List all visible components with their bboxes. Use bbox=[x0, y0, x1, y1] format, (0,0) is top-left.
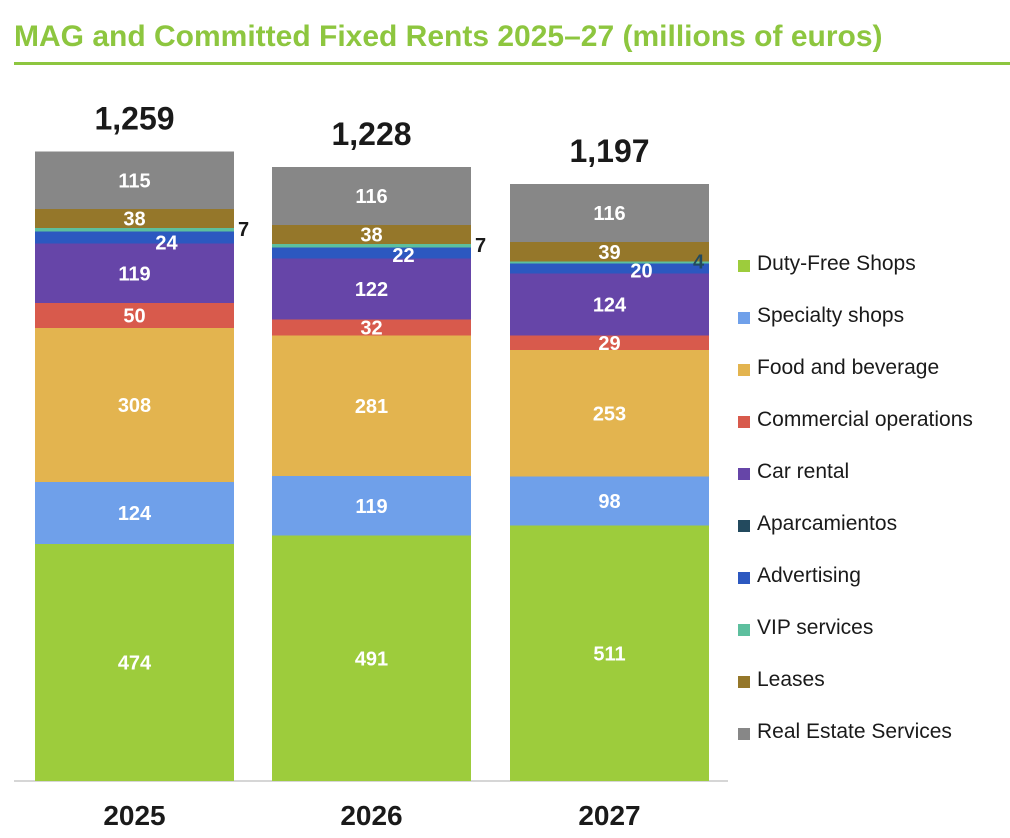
data-label-food-and-beverage-2027: 253 bbox=[593, 403, 626, 425]
legend-swatch bbox=[738, 676, 750, 688]
bar-real-estate-services-2026 bbox=[272, 167, 471, 225]
legend-label: Leases bbox=[757, 668, 825, 691]
legend-label: Real Estate Services bbox=[757, 720, 952, 743]
legend-swatch bbox=[738, 624, 750, 636]
legend-swatch bbox=[738, 728, 750, 740]
data-label-specialty-shops-2026: 119 bbox=[355, 496, 387, 518]
data-label-commercial-operations-2025: 50 bbox=[123, 306, 145, 328]
bar-advertising-2027 bbox=[510, 263, 709, 274]
legend-swatch bbox=[738, 520, 750, 532]
x-tick-label-2026: 2026 bbox=[340, 800, 402, 831]
bar-specialty-shops-2025 bbox=[35, 482, 234, 544]
legend-label: Specialty shops bbox=[757, 304, 905, 327]
data-label-commercial-operations-2026: 32 bbox=[360, 318, 382, 340]
bar-commercial-operations-2027 bbox=[510, 335, 709, 350]
bar-real-estate-services-2025 bbox=[35, 151, 234, 209]
bar-leases-2026 bbox=[272, 225, 471, 244]
bar-specialty-shops-2026 bbox=[272, 476, 471, 536]
total-label-2025: 1,259 bbox=[94, 101, 174, 137]
bar-food-and-beverage-2026 bbox=[272, 335, 471, 476]
legend-swatch bbox=[738, 468, 750, 480]
legend-swatch bbox=[738, 312, 750, 324]
legend-swatch bbox=[738, 572, 750, 584]
bar-car-rental-2026 bbox=[272, 258, 471, 320]
data-label-specialty-shops-2025: 124 bbox=[118, 503, 152, 525]
legend-label: Duty-Free Shops bbox=[757, 252, 916, 275]
data-label-advertising-2027: 20 bbox=[630, 261, 652, 283]
data-label-vip-services-2026: 7 bbox=[475, 235, 486, 257]
x-tick-label-2027: 2027 bbox=[578, 800, 640, 831]
bar-vip-services-2025 bbox=[35, 228, 234, 232]
bar-car-rental-2027 bbox=[510, 273, 709, 336]
bar-duty-free-shops-2026 bbox=[272, 535, 471, 781]
bar-car-rental-2025 bbox=[35, 243, 234, 303]
data-label-duty-free-shops-2026: 491 bbox=[355, 648, 388, 670]
data-label-duty-free-shops-2027: 511 bbox=[593, 643, 625, 665]
legend-label: Commercial operations bbox=[757, 408, 973, 431]
data-label-commercial-operations-2027: 29 bbox=[598, 333, 620, 355]
data-label-advertising-2025: 24 bbox=[155, 233, 178, 255]
data-label-food-and-beverage-2026: 281 bbox=[355, 396, 388, 418]
legend-label: Advertising bbox=[757, 564, 861, 587]
bar-real-estate-services-2027 bbox=[510, 184, 709, 242]
data-label-real-estate-services-2025: 115 bbox=[118, 170, 150, 192]
data-label-leases-2026: 38 bbox=[360, 225, 382, 247]
legend-label: VIP services bbox=[757, 616, 874, 639]
bar-advertising-2026 bbox=[272, 247, 471, 259]
data-label-vip-services-2025: 7 bbox=[238, 219, 249, 241]
bar-commercial-operations-2026 bbox=[272, 319, 471, 336]
data-label-vip-services-2027: 4 bbox=[693, 252, 705, 274]
bar-vip-services-2026 bbox=[272, 244, 471, 248]
bar-leases-2027 bbox=[510, 242, 709, 262]
bar-duty-free-shops-2027 bbox=[510, 525, 709, 781]
data-label-real-estate-services-2027: 116 bbox=[593, 203, 625, 225]
total-label-2026: 1,228 bbox=[331, 116, 411, 152]
legend-swatch bbox=[738, 416, 750, 428]
data-label-food-and-beverage-2025: 308 bbox=[118, 395, 151, 417]
bar-vip-services-2027 bbox=[510, 261, 709, 264]
x-tick-label-2025: 2025 bbox=[103, 800, 165, 831]
bar-specialty-shops-2027 bbox=[510, 476, 709, 526]
data-label-car-rental-2026: 122 bbox=[355, 279, 388, 301]
bar-food-and-beverage-2025 bbox=[35, 328, 234, 482]
bar-duty-free-shops-2025 bbox=[35, 544, 234, 781]
legend-label: Aparcamientos bbox=[757, 512, 898, 535]
title-underline bbox=[14, 62, 1010, 65]
data-label-real-estate-services-2026: 116 bbox=[355, 186, 387, 208]
bar-commercial-operations-2025 bbox=[35, 303, 234, 328]
legend-label: Food and beverage bbox=[757, 356, 940, 379]
data-label-duty-free-shops-2025: 474 bbox=[118, 653, 152, 675]
legend-label: Car rental bbox=[757, 460, 850, 483]
data-label-leases-2025: 38 bbox=[123, 209, 145, 231]
chart-title: MAG and Committed Fixed Rents 2025–27 (m… bbox=[14, 20, 883, 53]
data-label-advertising-2026: 22 bbox=[392, 245, 414, 267]
data-label-car-rental-2027: 124 bbox=[593, 295, 627, 317]
bar-leases-2025 bbox=[35, 209, 234, 228]
legend-swatch bbox=[738, 260, 750, 272]
data-label-car-rental-2025: 119 bbox=[118, 263, 150, 285]
bar-food-and-beverage-2027 bbox=[510, 350, 709, 477]
legend-swatch bbox=[738, 364, 750, 376]
data-label-leases-2027: 39 bbox=[598, 242, 620, 264]
data-label-specialty-shops-2027: 98 bbox=[598, 491, 620, 513]
total-label-2027: 1,197 bbox=[569, 133, 649, 169]
bar-advertising-2025 bbox=[35, 231, 234, 244]
